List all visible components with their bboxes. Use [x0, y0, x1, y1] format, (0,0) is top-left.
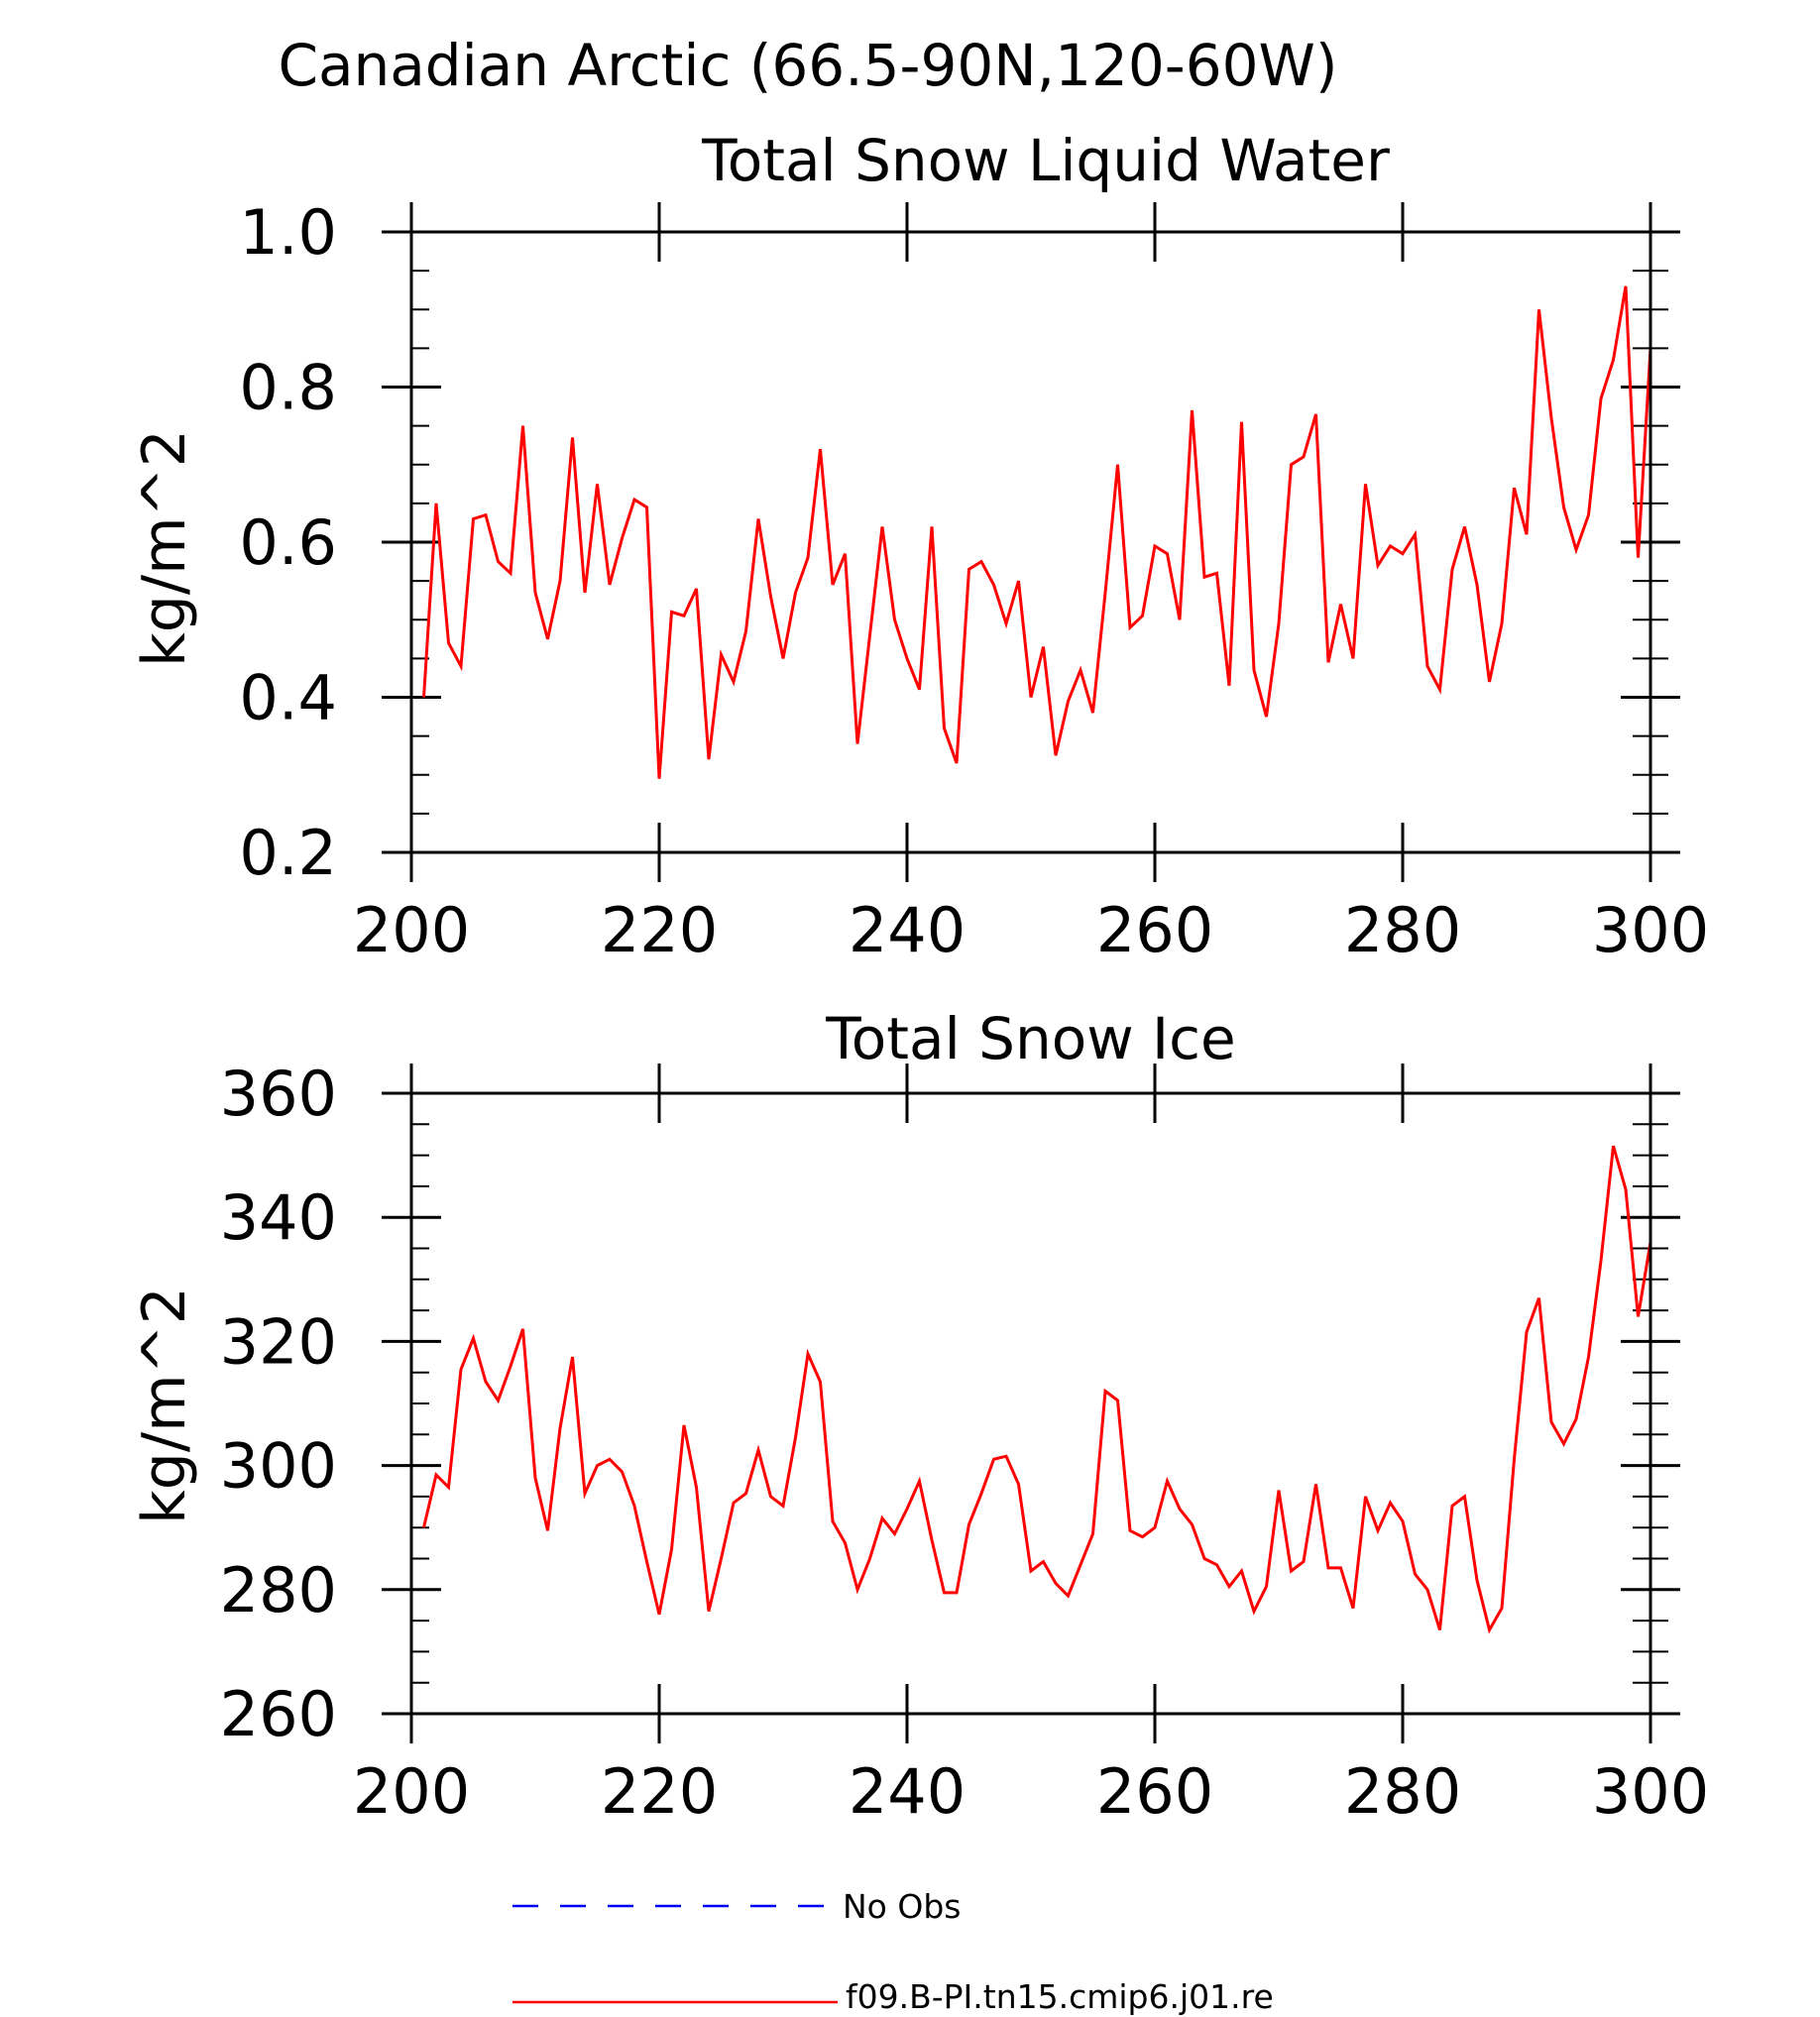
x-tick-label: 260 — [1096, 894, 1213, 966]
panel-snow-liquid-water: Total Snow Liquid Water kg/m^2 200 220 240… — [130, 127, 1709, 966]
x-tick-label: 240 — [849, 1755, 966, 1828]
y-tick-label: 260 — [220, 1678, 337, 1750]
tick-labels: 200 220 240 260 280 300 260 280 300 320 340 360 — [220, 1058, 1710, 1828]
y-tick-label: 300 — [220, 1430, 337, 1503]
series-line — [422, 285, 1652, 779]
x-tick-label: 220 — [601, 894, 718, 966]
y-tick-label: 340 — [220, 1181, 337, 1254]
y-tick-label: 360 — [220, 1058, 337, 1130]
x-tick-label: 280 — [1344, 894, 1461, 966]
tick-labels: 200 220 240 260 280 300 0.2 0.4 0.6 0.8 1.0 — [239, 196, 1709, 966]
x-tick-label: 300 — [1592, 1755, 1709, 1828]
x-tick-label: 240 — [849, 894, 966, 966]
x-tick-label: 280 — [1344, 1755, 1461, 1828]
x-tick-label: 200 — [353, 894, 470, 966]
main-title: Canadian Arctic (66.5-90N,120-60W) — [278, 32, 1337, 99]
y-tick-label: 0.8 — [239, 352, 337, 424]
y-axis-label: kg/m^2 — [130, 1287, 199, 1524]
y-tick-label: 320 — [220, 1305, 337, 1378]
plot-frame — [409, 230, 1652, 854]
plot-frame — [409, 1091, 1652, 1716]
panel-snow-ice: Total Snow Ice kg/m^2 200 220 240 260 280 300… — [130, 1005, 1709, 1828]
x-tick-label: 200 — [353, 1755, 470, 1828]
x-tick-label: 260 — [1096, 1755, 1213, 1828]
series-line — [422, 1145, 1652, 1634]
legend-label-no-obs: No Obs — [843, 1887, 961, 1926]
axis-ticks — [382, 202, 1680, 882]
panel-title: Total Snow Liquid Water — [701, 127, 1390, 194]
y-tick-label: 0.2 — [239, 817, 337, 889]
x-tick-label: 300 — [1592, 894, 1709, 966]
panel-title: Total Snow Ice — [825, 1005, 1236, 1072]
y-axis-label: kg/m^2 — [130, 429, 199, 667]
y-tick-label: 0.4 — [239, 662, 337, 734]
legend: No Obs f09.B-PI.tn15.cmip6.j01.re — [512, 1887, 1274, 2016]
y-tick-label: 1.0 — [239, 196, 337, 269]
y-tick-label: 0.6 — [239, 506, 337, 579]
x-tick-label: 220 — [601, 1755, 718, 1828]
legend-label-model: f09.B-PI.tn15.cmip6.j01.re — [846, 1977, 1274, 2016]
y-tick-label: 280 — [220, 1554, 337, 1626]
